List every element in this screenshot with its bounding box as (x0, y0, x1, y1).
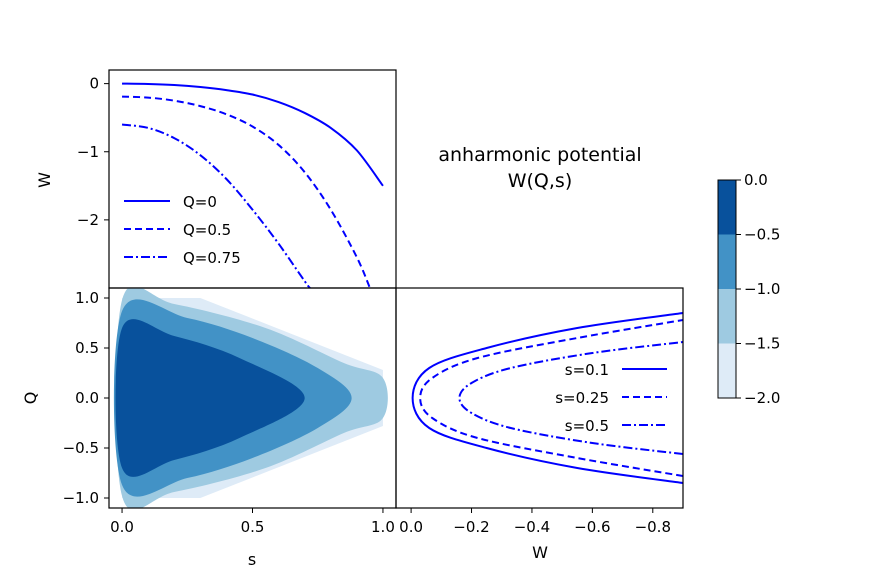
colorbar-tick-label: 0.0 (744, 171, 768, 189)
right-legend-label: s=0.25 (555, 389, 609, 407)
top-legend: Q=0 Q=0.5 Q=0.75 (124, 193, 241, 267)
colorbar-blocks (718, 180, 736, 398)
contour-ytick-label: −0.5 (63, 439, 99, 457)
right-xtick-label: −0.8 (635, 518, 671, 536)
colorbar-block-2 (718, 234, 736, 289)
top-ytick-label: −1 (77, 143, 99, 161)
colorbar-block-0 (718, 343, 736, 398)
colorbar-ticks: 0.0 −0.5 −1.0 −1.5 −2.0 (736, 171, 780, 407)
top-yticks: 0 −1 −2 (77, 75, 109, 229)
top-legend-label: Q=0 (183, 193, 217, 211)
contour-xtick-label: 0.0 (110, 518, 134, 536)
colorbar-block-1 (718, 289, 736, 344)
contour-regions (113, 288, 388, 508)
top-series-line-2 (121, 123, 311, 288)
right-xtick-label: −0.2 (453, 518, 489, 536)
right-legend-label: s=0.1 (565, 361, 609, 379)
right-lines (411, 312, 683, 484)
contour-region-3 (115, 319, 305, 477)
top-series-line-0 (122, 82, 384, 187)
right-xtick-label: −0.6 (574, 518, 610, 536)
title-line-2: W(Q,s) (508, 170, 573, 192)
top-legend-label: Q=0.5 (183, 221, 231, 239)
right-series-line-1 (419, 319, 683, 477)
top-panel-frame (108, 69, 397, 289)
top-ylabel: W (35, 172, 54, 188)
contour-xticks: 0.0 0.5 1.0 (110, 508, 395, 536)
top-series-line-1 (122, 95, 371, 288)
contour-xtick-label: 1.0 (371, 518, 395, 536)
right-panel: 0.0 −0.2 −0.4 −0.6 −0.8 W s=0.1 s=0.25 s=0.5 (395, 287, 684, 562)
contour-ylabel: Q (21, 392, 40, 405)
top-ytick-label: −2 (77, 211, 99, 229)
top-panel: 0 −1 −2 W Q=0 Q=0.5 Q=0.75 (35, 69, 397, 289)
right-panel-frame (395, 287, 684, 509)
colorbar: 0.0 −0.5 −1.0 −1.5 −2.0 (717, 171, 780, 407)
colorbar-tick-label: −0.5 (744, 226, 780, 244)
colorbar-block-3 (718, 180, 736, 235)
title-line-1: anharmonic potential (438, 144, 641, 166)
right-series-line-0 (411, 312, 683, 484)
contour-ytick-label: 0.0 (75, 389, 99, 407)
colorbar-tick-label: −1.0 (744, 280, 780, 298)
top-ytick-label: 0 (89, 75, 99, 93)
right-legend-label: s=0.5 (565, 417, 609, 435)
contour-ytick-label: 0.5 (75, 339, 99, 357)
right-xlabel: W (532, 543, 548, 562)
contour-xlabel: s (248, 550, 256, 569)
top-legend-label: Q=0.75 (183, 249, 241, 267)
right-xticks: 0.0 −0.2 −0.4 −0.6 −0.8 (399, 508, 671, 536)
contour-xtick-label: 0.5 (241, 518, 265, 536)
right-series-line-2 (458, 341, 683, 455)
contour-ytick-label: 1.0 (75, 289, 99, 307)
colorbar-tick-label: −1.5 (744, 335, 780, 353)
right-legend: s=0.1 s=0.25 s=0.5 (555, 361, 667, 435)
right-xtick-label: 0.0 (399, 518, 423, 536)
contour-ytick-label: −1.0 (63, 489, 99, 507)
top-lines (121, 82, 384, 288)
contour-yticks: 1.0 0.5 0.0 −0.5 −1.0 (63, 289, 109, 507)
right-xtick-label: −0.4 (514, 518, 550, 536)
colorbar-tick-label: −2.0 (744, 389, 780, 407)
contour-panel: 0.0 0.5 1.0 1.0 0.5 0.0 −0.5 −1.0 s Q (21, 287, 397, 569)
